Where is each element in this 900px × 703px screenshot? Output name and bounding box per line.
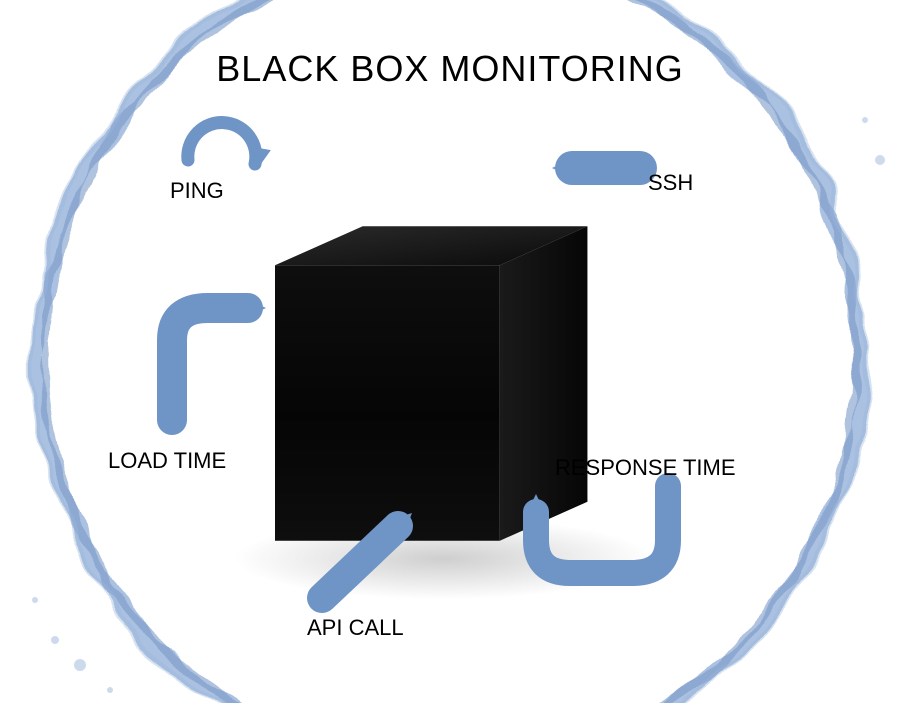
label-load-time: LOAD TIME	[108, 448, 226, 474]
label-response-time: RESPONSE TIME	[555, 455, 736, 481]
ring-decor	[0, 0, 900, 703]
label-api-call: API CALL	[307, 615, 404, 641]
arrows	[0, 0, 900, 703]
black-box-cube	[0, 0, 900, 703]
label-ssh: SSH	[648, 170, 693, 196]
label-ping: PING	[170, 178, 224, 204]
diagram-title: BLACK BOX MONITORING	[0, 48, 900, 90]
diagram-stage: BLACK BOX MONITORING PING SSH LOAD TIME …	[0, 0, 900, 703]
